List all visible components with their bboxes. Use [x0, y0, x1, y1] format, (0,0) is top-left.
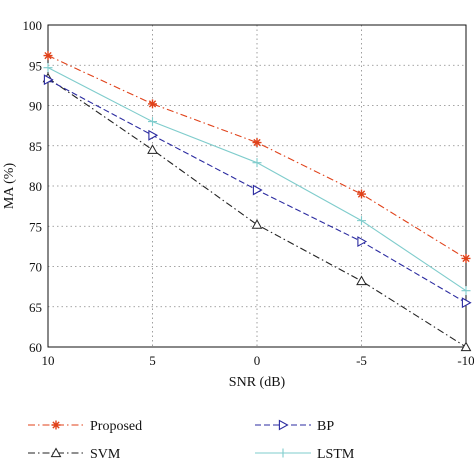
data-point	[357, 236, 368, 247]
plot-frame	[47, 24, 467, 348]
series-layer	[42, 51, 472, 352]
series-bp	[43, 74, 472, 309]
series-svm	[42, 72, 472, 352]
data-point	[148, 129, 159, 141]
data-point	[461, 253, 471, 263]
legend-label: SVM	[90, 447, 121, 462]
y-tick-label: 65	[29, 300, 42, 315]
y-tick-label: 60	[29, 340, 42, 355]
legend-label: LSTM	[317, 447, 355, 462]
y-tick-label: 80	[29, 179, 42, 194]
legend-marker	[51, 420, 61, 430]
x-tick-label: -10	[457, 353, 474, 368]
legend-label: BP	[317, 419, 334, 434]
series-line	[47, 55, 467, 259]
y-axis-label: MA (%)	[2, 163, 17, 210]
x-tick-label: 10	[42, 353, 55, 368]
data-point	[461, 297, 472, 309]
legend-item-lstm: LSTM	[255, 447, 355, 462]
data-point	[43, 63, 53, 73]
data-point	[252, 184, 263, 196]
data-point	[251, 219, 263, 229]
data-point	[357, 216, 366, 226]
legend-marker	[278, 419, 289, 431]
data-point	[43, 74, 54, 86]
x-tick-label: 0	[254, 353, 261, 368]
data-point	[148, 99, 157, 109]
legend-marker	[278, 448, 288, 458]
data-point	[147, 144, 158, 154]
series-proposed	[43, 51, 471, 263]
y-tick-label: 75	[29, 219, 42, 234]
data-point	[148, 117, 157, 127]
data-point	[252, 158, 262, 168]
data-point	[252, 138, 262, 148]
data-point	[43, 51, 53, 61]
data-point	[460, 341, 472, 352]
legend: Proposed SVM BP LSTM	[28, 419, 355, 462]
legend-label: Proposed	[90, 419, 142, 434]
series-line	[47, 77, 467, 348]
x-tick-label: -5	[356, 353, 367, 368]
legend-item-svm: SVM	[28, 447, 121, 462]
x-tick-label: 5	[149, 353, 156, 368]
y-tick-label: 95	[29, 58, 42, 73]
data-point	[356, 275, 367, 286]
series-lstm	[43, 63, 471, 296]
data-point	[357, 189, 366, 199]
y-tick-label: 90	[29, 99, 42, 114]
legend-item-bp: BP	[255, 419, 334, 434]
legend-item-proposed: Proposed	[28, 419, 142, 434]
data-point	[461, 286, 471, 296]
legend-marker	[50, 447, 62, 458]
x-axis-label: SNR (dB)	[229, 375, 286, 390]
y-tick-label: 85	[29, 139, 42, 154]
y-tick-label: 70	[29, 260, 42, 275]
y-tick-label: 100	[23, 18, 43, 33]
grid	[48, 25, 466, 347]
